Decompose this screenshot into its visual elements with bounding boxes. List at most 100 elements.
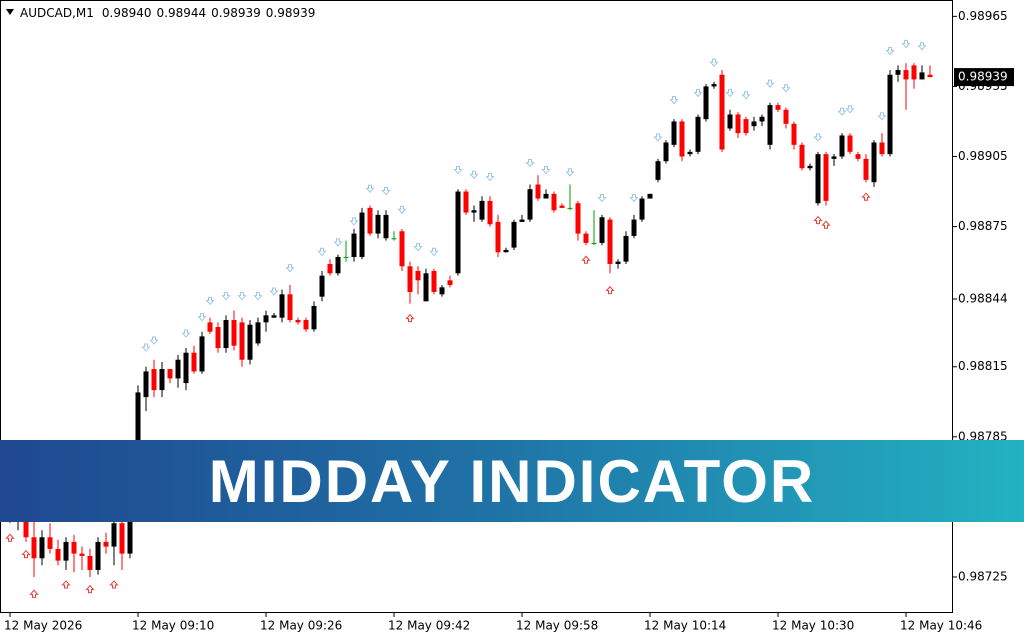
lower-arrow [861,192,871,201]
candle-body [287,294,293,321]
lower-arrow [605,285,615,295]
y-tick-label: 0.98905 [958,149,1008,163]
candle-body [63,541,69,561]
candle-body [311,306,317,330]
upper-arrow [349,217,359,226]
candle-body [703,86,709,120]
candle-body [791,123,797,145]
ohlc-high: 0.98944 [157,6,207,20]
candle-body [231,320,237,346]
candle-body [511,221,517,248]
candle-body [127,499,133,554]
upper-arrow [845,105,855,114]
candle-body [655,161,661,180]
candle-body [543,193,549,199]
candle-body [303,320,309,330]
upper-arrow [541,166,551,175]
candle-body [495,221,501,253]
lower-arrow [813,215,823,225]
upper-arrow [469,170,479,179]
upper-arrow [181,329,191,338]
upper-arrow [885,46,895,56]
candle-body [911,65,917,80]
candle-body [111,523,117,547]
upper-arrow [597,194,607,203]
upper-arrow [693,88,703,98]
candle-body [399,231,405,267]
candle-body [247,324,253,360]
upper-arrow [285,264,295,273]
upper-arrow [741,91,751,100]
candle-body [215,327,221,349]
candle-body [447,280,453,285]
candle-body [167,369,173,379]
last-price-box [954,68,1014,87]
upper-arrow [197,313,207,322]
upper-arrow [237,292,247,301]
upper-arrow [397,205,407,214]
candle-body [535,184,541,199]
candle-body [487,200,493,225]
upper-arrow [877,112,887,121]
candle-body [343,256,349,258]
candle-body [695,116,701,152]
upper-arrow [709,58,719,67]
candle-body [79,553,85,556]
candle-body [207,322,213,332]
candle-body [335,256,341,274]
candle-body [239,322,245,360]
banner: MIDDAY INDICATOR [0,440,1024,522]
candle-body [191,352,197,372]
candle-body [159,369,165,391]
upper-arrow [781,84,791,93]
candle-body [551,193,557,211]
candle-body [887,74,893,155]
x-tick-label: 12 May 09:42 [388,619,470,633]
candle-body [255,322,261,344]
candle-body [823,154,829,201]
upper-arrow [381,187,391,196]
y-tick-label: 0.98725 [958,569,1008,583]
upper-arrow [525,159,535,168]
candle-body [879,142,885,155]
candle-body [663,142,669,162]
candle-body [359,212,365,257]
candle-body [199,336,205,372]
candle-body [903,70,909,80]
x-tick-label: 12 May 09:26 [260,619,342,633]
lower-arrow [85,584,95,594]
upper-arrow [205,296,215,306]
candle-body [575,203,581,234]
candle-body [927,74,933,78]
upper-arrow [565,168,575,177]
y-tick-label: 0.98965 [958,9,1008,23]
candle-body [95,541,101,570]
candle-body [623,235,629,262]
candle-body [751,121,757,127]
upper-arrow [725,88,735,98]
candle-body [119,523,125,554]
candle-body [471,210,477,213]
candle-body [647,193,653,199]
candle-body [639,198,645,220]
candle-body [391,238,397,240]
candle-body [87,555,93,570]
upper-arrow [269,287,279,296]
upper-arrow [221,292,231,301]
lower-arrow [61,580,71,589]
lower-arrow [21,549,31,559]
plot-frame [0,0,953,613]
candle-body [775,105,781,110]
candle-body [679,121,685,157]
lower-arrow [29,589,39,598]
candle-body [847,135,853,152]
candle-body [223,320,229,349]
candle-body [591,242,597,244]
upper-arrow [317,247,327,257]
x-tick-label: 12 May 2026 [4,619,82,633]
upper-arrow [413,243,423,252]
menu-triangle[interactable] [6,9,14,15]
upper-arrow [333,238,343,247]
upper-arrow [141,343,151,352]
